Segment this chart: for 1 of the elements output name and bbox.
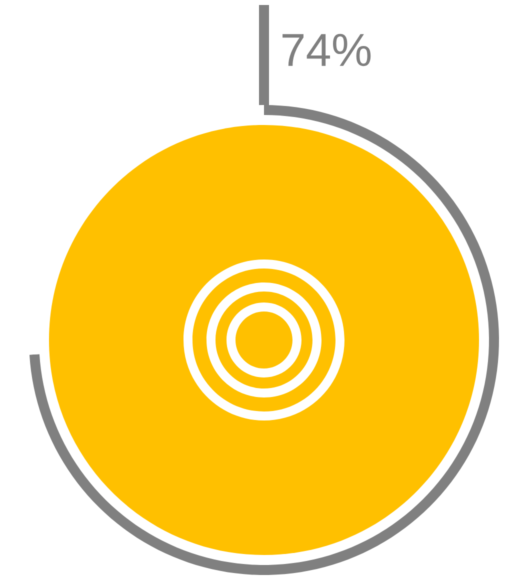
data-label: 74% <box>282 34 371 66</box>
